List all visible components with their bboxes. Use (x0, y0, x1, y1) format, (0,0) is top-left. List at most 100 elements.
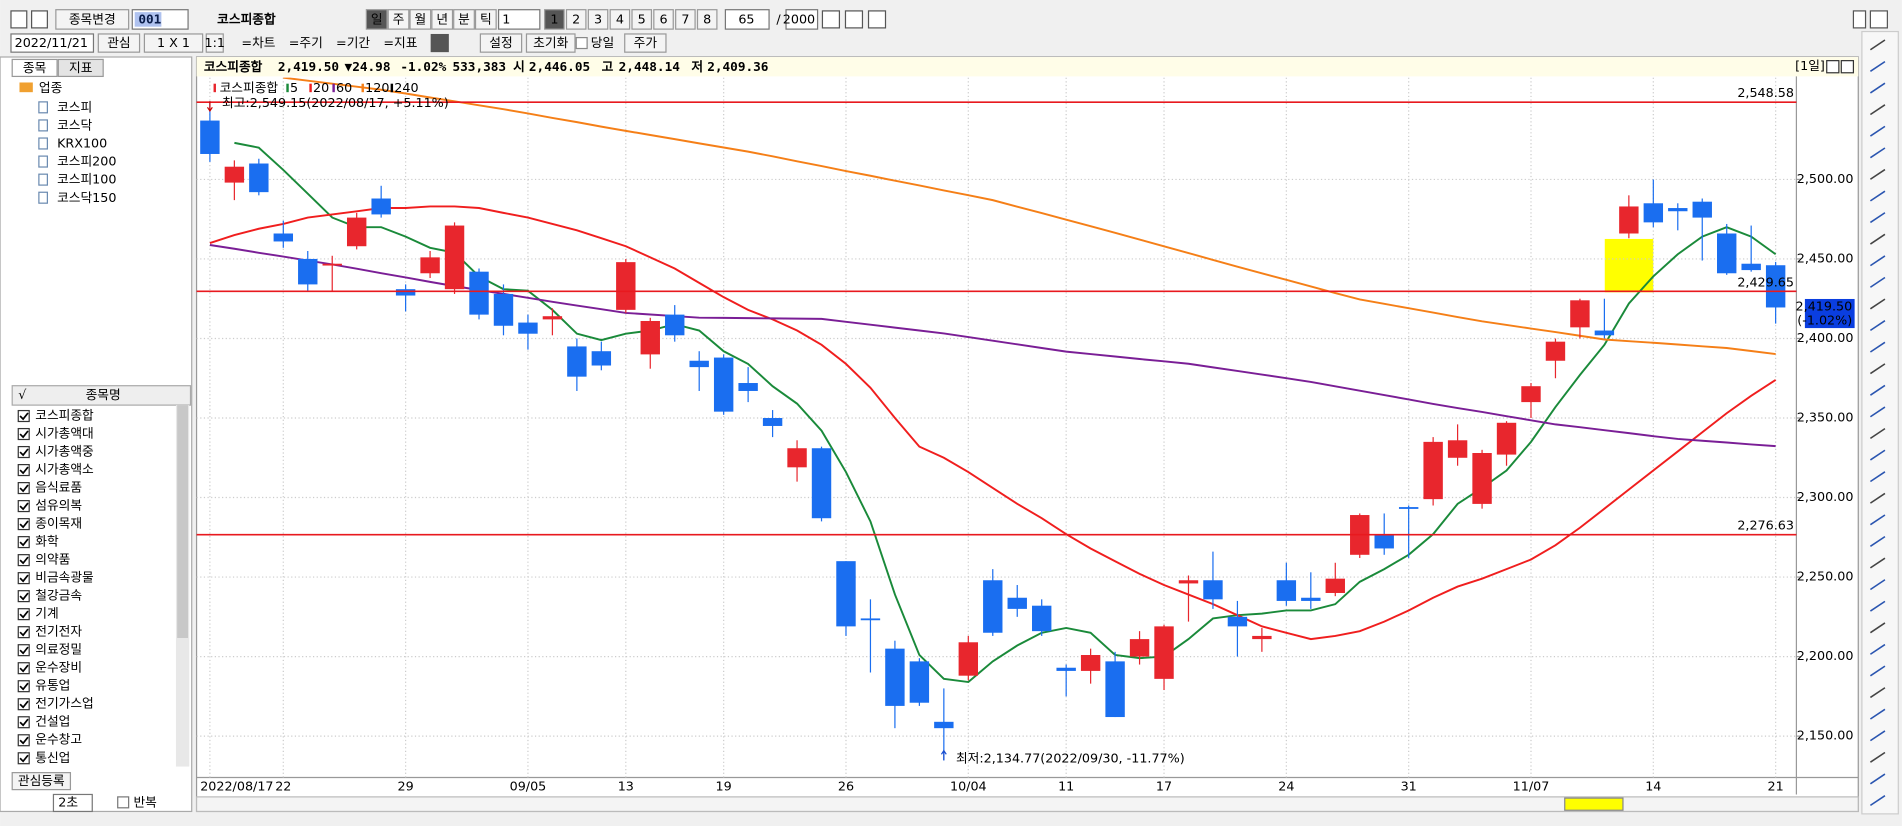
draw-tool[interactable] (1869, 427, 1886, 440)
tree-item[interactable]: 코스피200 (57, 155, 116, 170)
price-button-label[interactable]: 주가 (634, 36, 658, 51)
page-button-label[interactable]: 1 (550, 13, 558, 28)
settings-button-label[interactable]: 설정 (489, 36, 512, 51)
checkbox[interactable] (17, 409, 30, 423)
period-button[interactable] (431, 9, 454, 30)
today-check[interactable] (575, 36, 588, 50)
page-button-label[interactable]: 3 (594, 13, 602, 28)
draw-tool[interactable] (1869, 773, 1886, 785)
tool-icon[interactable] (821, 10, 841, 29)
list-item[interactable]: 비금속광물 (35, 571, 94, 586)
page-button-label[interactable]: 6 (659, 13, 667, 28)
repeat-label[interactable]: 반복 (133, 795, 157, 810)
date-box[interactable] (10, 33, 95, 53)
tool-icon[interactable] (844, 10, 864, 29)
draw-tool[interactable] (1869, 708, 1886, 720)
checkbox[interactable] (17, 572, 30, 585)
change-button[interactable] (55, 9, 130, 30)
fav-button-label[interactable]: 관심 (107, 36, 130, 51)
draw-tool[interactable] (1869, 60, 1886, 72)
price-button[interactable] (624, 33, 667, 53)
draw-tool[interactable] (1869, 147, 1886, 159)
interval-text[interactable]: 1 (502, 13, 510, 28)
repeat-check[interactable] (117, 796, 130, 809)
code-text[interactable]: 001 (138, 13, 161, 28)
draw-tool[interactable] (1869, 665, 1886, 677)
list-item[interactable]: 화학 (35, 535, 59, 550)
list-item[interactable]: 코스피종합 (35, 409, 94, 424)
today-label[interactable]: 당일 (591, 36, 614, 51)
page-button[interactable] (696, 9, 718, 30)
draw-tool[interactable] (1869, 751, 1886, 763)
list-item[interactable]: 시가총액소 (35, 463, 94, 478)
count-text[interactable]: 65 (738, 13, 754, 28)
draw-tool[interactable] (1869, 406, 1886, 418)
period-button[interactable] (453, 9, 475, 30)
checkbox[interactable] (17, 644, 30, 657)
draw-tool[interactable] (1869, 298, 1886, 310)
draw-tool[interactable] (1869, 363, 1886, 375)
checkbox[interactable] (17, 680, 30, 693)
list-thumb[interactable] (177, 405, 189, 638)
draw-tool[interactable] (1869, 795, 1886, 807)
tab-label[interactable]: 지표 (69, 61, 93, 76)
checkbox[interactable] (17, 500, 30, 513)
checkbox[interactable] (17, 464, 30, 477)
tool-label[interactable]: =주기 (289, 36, 323, 51)
period-button[interactable] (474, 9, 497, 30)
tab-label[interactable]: 종목 (23, 61, 47, 76)
draw-tool[interactable] (1869, 471, 1886, 483)
period-button[interactable] (365, 9, 388, 30)
code-box[interactable] (131, 9, 189, 30)
page-button[interactable] (587, 9, 609, 30)
tool-icon[interactable] (867, 10, 887, 29)
list-item[interactable]: 섬유의복 (35, 499, 82, 514)
tab[interactable] (57, 58, 104, 78)
page-button[interactable] (544, 9, 565, 30)
speed-box[interactable] (52, 793, 93, 813)
tree-item[interactable]: KRX100 (57, 137, 107, 152)
draw-tool[interactable] (1869, 168, 1886, 180)
reset-button[interactable] (525, 33, 576, 53)
list-item[interactable]: 건설업 (35, 715, 70, 730)
text-tool[interactable] (1869, 10, 1888, 29)
list-item[interactable]: 음식료품 (35, 481, 82, 496)
period-button[interactable] (409, 9, 432, 30)
list-item[interactable]: 기계 (35, 607, 58, 622)
draw-tool[interactable] (1869, 643, 1886, 655)
list-item[interactable]: 시가총액중 (35, 445, 94, 460)
one-button-label[interactable]: 1:1 (205, 36, 225, 51)
draw-tool[interactable] (1869, 622, 1886, 634)
period-button-label[interactable]: 분 (458, 13, 470, 28)
list-item[interactable]: 통신업 (35, 751, 70, 766)
one-button[interactable] (205, 33, 224, 53)
period-button-label[interactable]: 월 (414, 13, 426, 28)
list-item[interactable]: 운수창고 (35, 733, 82, 748)
draw-tool[interactable] (1869, 125, 1886, 137)
draw-tool[interactable] (1869, 557, 1886, 569)
scrollbar[interactable] (195, 796, 1859, 813)
list-item[interactable]: 의약품 (35, 553, 70, 568)
change-button-label[interactable]: 종목변경 (69, 13, 116, 28)
draw-tool[interactable] (1869, 39, 1886, 51)
page-button-label[interactable]: 2 (572, 13, 580, 28)
draw-tool[interactable] (1869, 82, 1886, 94)
list-item[interactable]: 종이목재 (35, 517, 82, 532)
checkbox[interactable] (17, 445, 30, 459)
list-item[interactable]: 운수장비 (35, 661, 82, 676)
frame-button[interactable] (1826, 60, 1840, 74)
checkbox[interactable] (17, 482, 30, 495)
draw-tool[interactable] (1869, 341, 1886, 353)
page-button[interactable] (609, 9, 631, 30)
register-button-label[interactable]: 관심등록 (18, 774, 65, 789)
draw-tool[interactable] (1869, 579, 1886, 591)
page-button-label[interactable]: 5 (638, 13, 646, 28)
draw-tool[interactable] (1869, 492, 1886, 504)
tree-item[interactable]: 코스피 (57, 100, 92, 115)
checkbox[interactable] (17, 662, 30, 675)
draw-tool[interactable] (1869, 320, 1886, 332)
list-item[interactable]: 시가총액대 (35, 427, 94, 442)
page-button-label[interactable]: 7 (681, 13, 689, 28)
checkbox[interactable] (17, 752, 30, 765)
checkbox[interactable] (17, 626, 30, 639)
